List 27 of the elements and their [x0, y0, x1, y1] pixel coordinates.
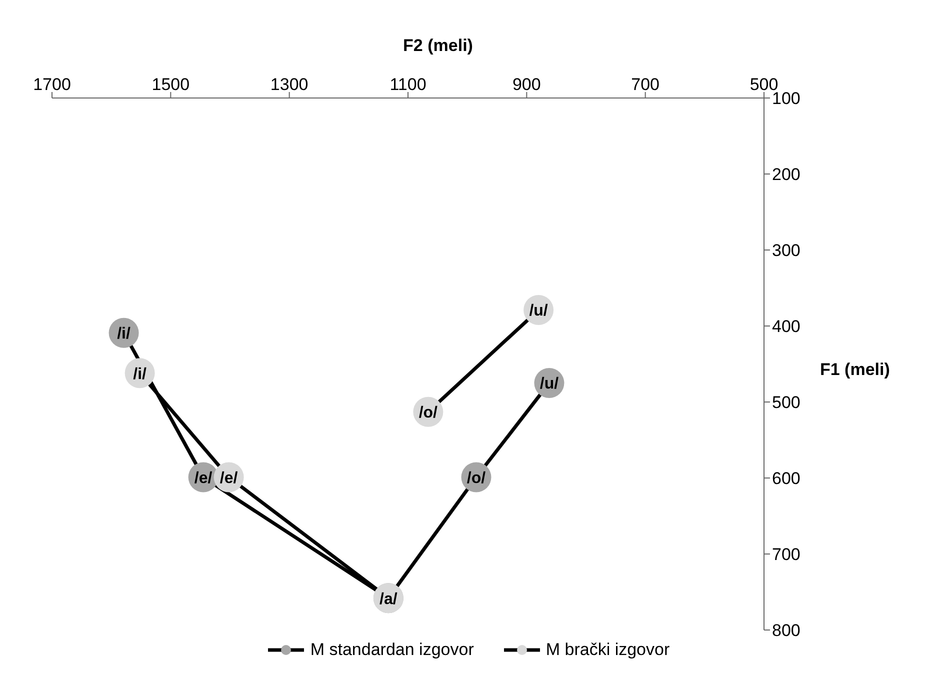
y-tick-label: 700 [772, 545, 800, 564]
y-tick-label: 800 [772, 621, 800, 640]
y-tick-label: 100 [772, 89, 800, 108]
y-axis-title: F1 (meli) [820, 360, 890, 380]
x-tick-label: 1700 [33, 75, 71, 94]
x-tick-label: 900 [512, 75, 541, 94]
annotation: /e/ [194, 470, 213, 487]
legend-label: M brački izgovor [544, 640, 670, 660]
x-tick-label: 1500 [152, 75, 190, 94]
y-tick-label: 600 [772, 469, 800, 488]
y-tick-label: 200 [772, 165, 800, 184]
x-tick-label: 1100 [390, 75, 426, 94]
annotation: /i/ [117, 326, 132, 343]
x-axis-title: F2 (meli) [402, 36, 474, 56]
annotation: /e/ [220, 470, 238, 487]
y-tick-label: 400 [772, 317, 800, 336]
annotation: /u/ [540, 376, 560, 393]
annotation: /i/ [133, 366, 148, 383]
annotation: /o/ [466, 470, 486, 487]
annotation: /u/ [529, 302, 548, 320]
y-tick-label: 500 [772, 393, 800, 412]
x-tick-label: 700 [631, 75, 660, 94]
annotation: /a/ [380, 590, 398, 608]
legend-label: M standardan izgovor [309, 640, 474, 660]
annotation: /o/ [418, 404, 438, 422]
y-tick-label: 300 [772, 241, 800, 260]
x-tick-label: 1300 [270, 75, 308, 94]
